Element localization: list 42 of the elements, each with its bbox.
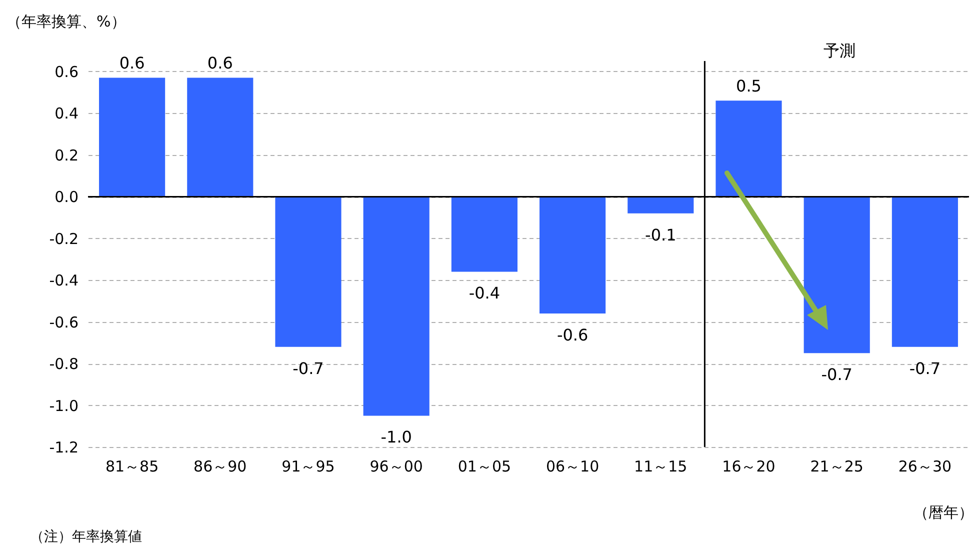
data-label: -0.7 xyxy=(292,358,324,378)
y-tick-label: -0.6 xyxy=(49,313,78,332)
data-label: 0.6 xyxy=(119,54,145,73)
y-tick-label: -0.8 xyxy=(49,355,78,374)
data-label: 0.5 xyxy=(736,76,762,96)
bar xyxy=(540,196,606,314)
y-tick-label: -1.0 xyxy=(49,396,78,415)
y-tick-label: -0.2 xyxy=(49,230,78,248)
y-tick-label: 0.6 xyxy=(54,62,78,81)
y-tick-label: 0.2 xyxy=(54,146,78,164)
bar xyxy=(187,78,254,197)
y-tick-label: 0.0 xyxy=(54,188,78,206)
x-tick-label: 26～30 xyxy=(898,458,952,476)
text: （注）年率換算値 xyxy=(30,528,142,546)
data-label: -0.4 xyxy=(468,284,500,303)
x-tick-label: 01～05 xyxy=(458,458,512,476)
bar xyxy=(628,196,694,214)
bar xyxy=(99,78,166,197)
ref-line-label: 予測 xyxy=(824,41,856,60)
bar xyxy=(892,196,958,347)
x-tick-label: 91～95 xyxy=(282,458,335,476)
x-axis-title: （暦年） xyxy=(914,504,974,522)
data-label: 0.6 xyxy=(207,54,233,73)
x-tick-label: 86～90 xyxy=(194,458,247,476)
x-tick-label: 21～25 xyxy=(810,458,864,476)
y-axis-title: （年率換算、%） xyxy=(6,12,126,30)
y-tick-label: -0.4 xyxy=(49,272,78,290)
data-label: -0.7 xyxy=(909,358,941,378)
x-tick-label: 16～20 xyxy=(722,458,776,476)
data-label: -1.0 xyxy=(380,428,412,447)
x-tick-label: 11～15 xyxy=(634,458,688,476)
x-tick-label: 81～85 xyxy=(105,458,159,476)
data-label: -0.1 xyxy=(645,225,676,244)
y-tick-label: -1.2 xyxy=(49,438,78,456)
x-tick-label: 06～10 xyxy=(546,458,600,476)
bar xyxy=(275,196,342,347)
bar xyxy=(363,196,430,416)
data-label: -0.6 xyxy=(556,325,588,344)
y-tick-label: 0.4 xyxy=(54,104,78,123)
x-tick-label: 96～00 xyxy=(370,458,423,476)
bar xyxy=(451,196,518,272)
data-label: -0.7 xyxy=(821,365,852,384)
